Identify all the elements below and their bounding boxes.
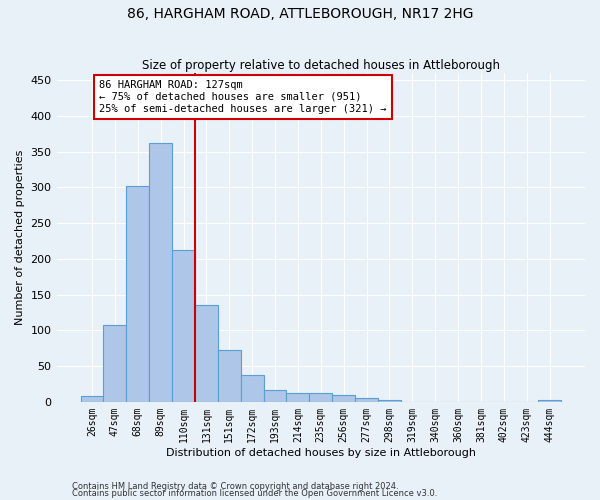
Bar	[332, 394, 355, 402]
Bar	[80, 396, 103, 402]
Bar	[195, 306, 218, 402]
Text: 86, HARGHAM ROAD, ATTLEBOROUGH, NR17 2HG: 86, HARGHAM ROAD, ATTLEBOROUGH, NR17 2HG	[127, 8, 473, 22]
Bar	[310, 394, 332, 402]
Bar	[241, 374, 263, 402]
Bar	[127, 186, 149, 402]
Bar	[355, 398, 378, 402]
Text: 86 HARGHAM ROAD: 127sqm
← 75% of detached houses are smaller (951)
25% of semi-d: 86 HARGHAM ROAD: 127sqm ← 75% of detache…	[99, 80, 386, 114]
Bar	[263, 390, 286, 402]
X-axis label: Distribution of detached houses by size in Attleborough: Distribution of detached houses by size …	[166, 448, 476, 458]
Bar	[218, 350, 241, 402]
Text: Contains HM Land Registry data © Crown copyright and database right 2024.: Contains HM Land Registry data © Crown c…	[72, 482, 398, 491]
Y-axis label: Number of detached properties: Number of detached properties	[15, 150, 25, 325]
Bar	[149, 143, 172, 402]
Bar	[172, 250, 195, 402]
Title: Size of property relative to detached houses in Attleborough: Size of property relative to detached ho…	[142, 59, 500, 72]
Text: Contains public sector information licensed under the Open Government Licence v3: Contains public sector information licen…	[72, 489, 437, 498]
Bar	[378, 400, 401, 402]
Bar	[103, 324, 127, 402]
Bar	[538, 400, 561, 402]
Bar	[286, 394, 310, 402]
